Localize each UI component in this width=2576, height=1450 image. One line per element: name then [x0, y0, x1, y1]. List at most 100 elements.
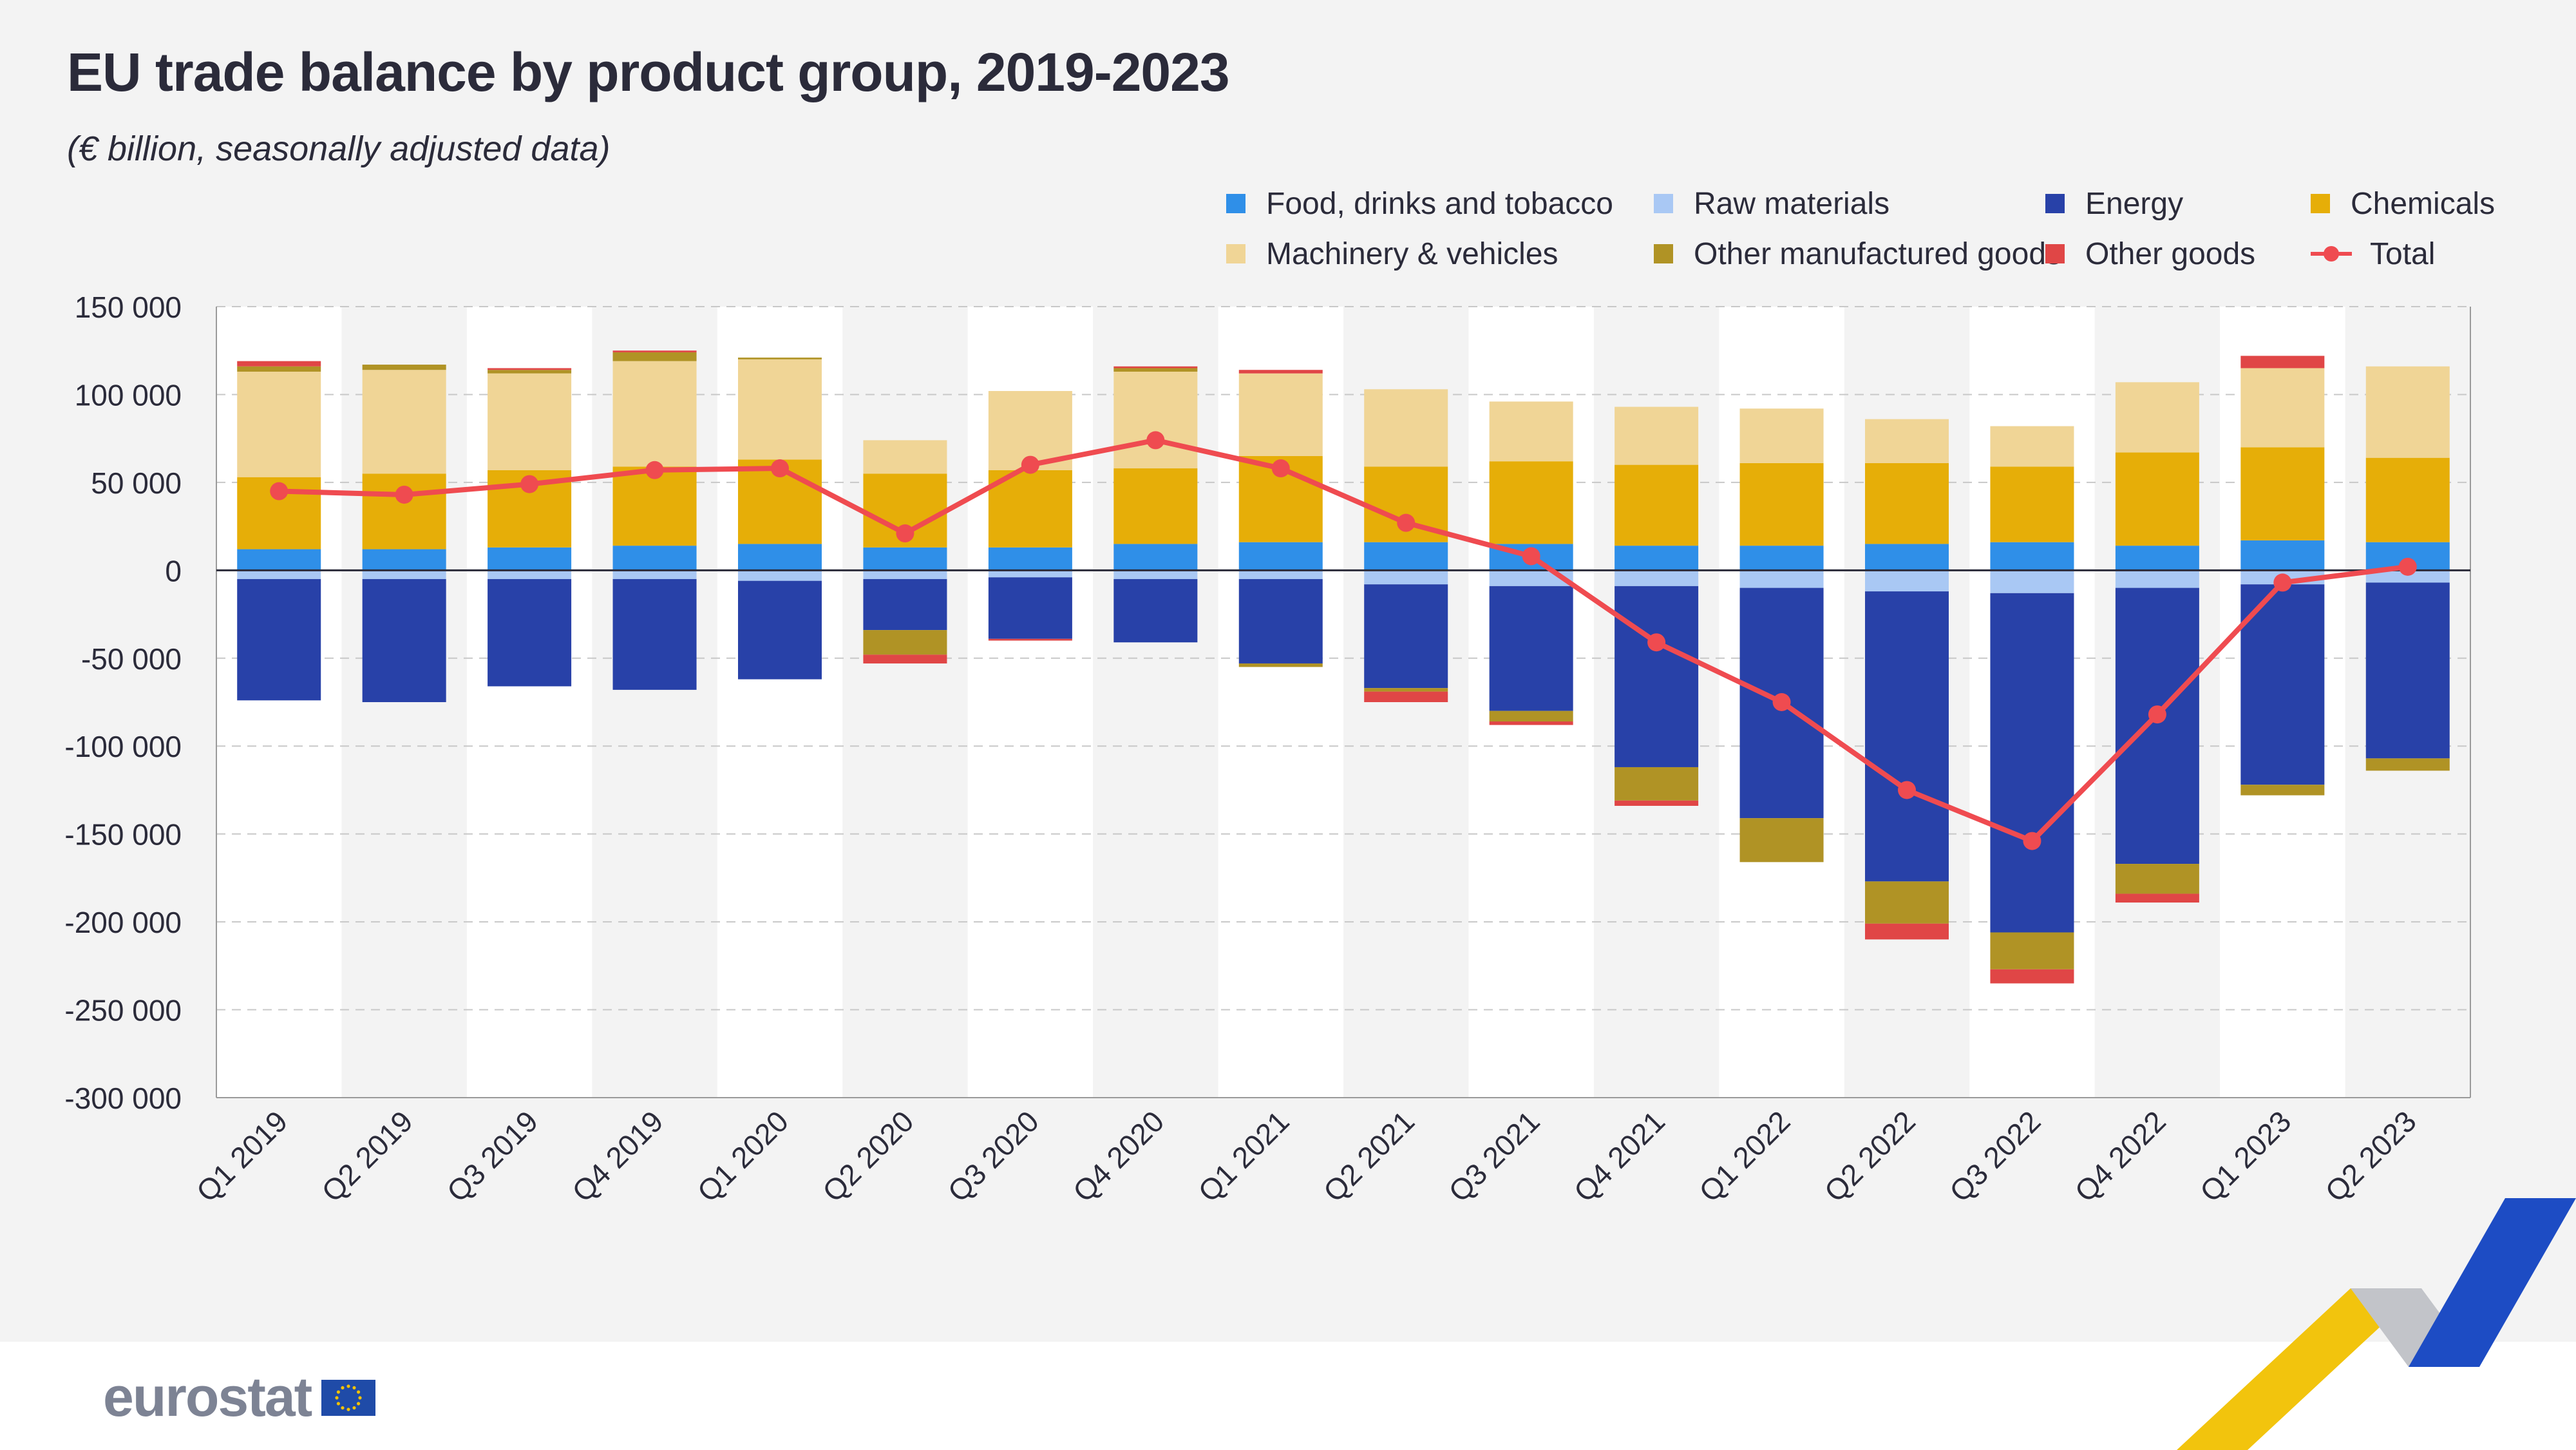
x-tick-label: Q2 2021: [1317, 1104, 1421, 1208]
bar-chemicals: [612, 466, 697, 546]
bar-other-goods: [1364, 691, 1448, 702]
legend-item-food: Food, drinks and tobacco: [1226, 183, 1613, 224]
total-point: [1021, 455, 1039, 474]
bar-food: [1615, 546, 1699, 571]
total-point: [520, 475, 539, 493]
bar-other-goods: [863, 654, 947, 663]
bar-other-goods: [1489, 721, 1573, 725]
x-tick-label: Q4 2019: [565, 1104, 670, 1208]
bar-food: [237, 549, 321, 571]
flag-star: [352, 1406, 356, 1409]
bar-chemicals: [1739, 463, 1824, 546]
bar-raw: [2365, 570, 2450, 583]
x-tick-label: Q2 2019: [315, 1104, 419, 1208]
bar-energy: [2115, 587, 2199, 864]
x-tick-label: Q1 2022: [1692, 1104, 1797, 1208]
flag-star: [358, 1395, 362, 1400]
legend-item-other-goods: Other goods: [2045, 233, 2255, 274]
y-tick-label: -200 000: [64, 906, 182, 939]
y-tick-label: -150 000: [64, 818, 182, 852]
x-tick-label: Q1 2020: [691, 1104, 795, 1208]
bar-machinery: [1990, 426, 2074, 467]
total-point: [896, 524, 914, 543]
bar-energy: [1113, 578, 1198, 643]
bar-other-manufactured: [612, 352, 697, 361]
bar-machinery: [1364, 389, 1448, 467]
legend-swatch: [1654, 194, 1673, 213]
bar-energy: [2240, 584, 2325, 785]
bar-chemicals: [1865, 463, 1949, 544]
bar-raw: [237, 570, 321, 579]
legend-label: Other manufactured goods: [1694, 236, 2062, 271]
bar-other-manufactured: [1238, 663, 1323, 667]
bar-raw: [1113, 570, 1198, 579]
legend-label: Raw materials: [1694, 186, 1890, 221]
bar-raw: [1865, 570, 1949, 592]
bar-other-manufactured: [1615, 767, 1699, 801]
bar-other-manufactured: [1990, 932, 2074, 969]
bar-chemicals: [1990, 466, 2074, 542]
legend-swatch: [2045, 244, 2065, 263]
eu-flag-icon: [321, 1379, 376, 1416]
legend-swatch: [2311, 194, 2330, 213]
bar-food: [988, 547, 1072, 571]
bar-energy: [1489, 586, 1573, 711]
bar-chemicals: [2240, 447, 2325, 540]
bar-machinery: [2115, 382, 2199, 453]
legend-label: Total: [2370, 236, 2436, 271]
bar-machinery: [362, 370, 446, 474]
legend-item-other-manufactured: Other manufactured goods: [1654, 233, 2061, 274]
bar-other-goods: [1615, 800, 1699, 806]
bar-chemicals: [1489, 461, 1573, 544]
eurostat-logo: eurostat: [103, 1366, 376, 1429]
bar-energy: [1990, 593, 2074, 933]
flag-star: [341, 1386, 345, 1389]
total-point: [1397, 513, 1416, 532]
x-tick-label: Q3 2021: [1442, 1104, 1546, 1208]
bar-chemicals: [1615, 464, 1699, 546]
bar-chemicals: [2365, 457, 2450, 542]
bar-food: [1238, 542, 1323, 571]
bar-machinery: [1865, 419, 1949, 463]
x-tick-label: Q1 2021: [1191, 1104, 1296, 1208]
legend-swatch: [1654, 244, 1673, 263]
y-tick-label: -300 000: [64, 1082, 182, 1115]
bar-energy: [362, 578, 446, 702]
bar-other-manufactured: [738, 358, 822, 359]
bar-other-goods: [988, 638, 1072, 641]
bar-raw: [362, 570, 446, 579]
bar-other-manufactured: [237, 366, 321, 372]
legend-swatch: [1226, 194, 1245, 213]
y-tick-label: 0: [165, 554, 182, 587]
bar-food: [1364, 542, 1448, 571]
bar-other-manufactured: [2365, 758, 2450, 771]
flag-star: [346, 1384, 350, 1388]
bar-machinery: [738, 359, 822, 460]
bar-other-goods: [1865, 923, 1949, 940]
bar-energy: [237, 578, 321, 701]
legend-item-chemicals: Chemicals: [2311, 183, 2495, 224]
bar-food: [738, 544, 822, 571]
total-line: [279, 437, 2409, 844]
total-point: [1647, 633, 1666, 652]
bar-machinery: [2365, 366, 2450, 458]
bar-food: [1865, 544, 1949, 571]
bar-food: [863, 547, 947, 571]
bar-machinery: [1489, 401, 1573, 462]
bar-other-manufactured: [488, 370, 572, 374]
bar-food: [2240, 540, 2325, 571]
bar-food: [1990, 542, 2074, 571]
bar-other-manufactured: [1739, 818, 1824, 863]
y-tick-label: 50 000: [91, 466, 182, 500]
bar-food: [362, 549, 446, 571]
bar-energy: [1615, 586, 1699, 767]
y-tick-label: -100 000: [64, 730, 182, 763]
bar-energy: [1238, 578, 1323, 663]
y-tick-label: -50 000: [81, 642, 182, 676]
bar-other-manufactured: [2240, 785, 2325, 796]
bar-other-goods: [612, 350, 697, 352]
bar-other-manufactured: [863, 630, 947, 655]
legend-item-raw: Raw materials: [1654, 183, 1889, 224]
bar-energy: [863, 578, 947, 631]
bar-raw: [488, 570, 572, 579]
